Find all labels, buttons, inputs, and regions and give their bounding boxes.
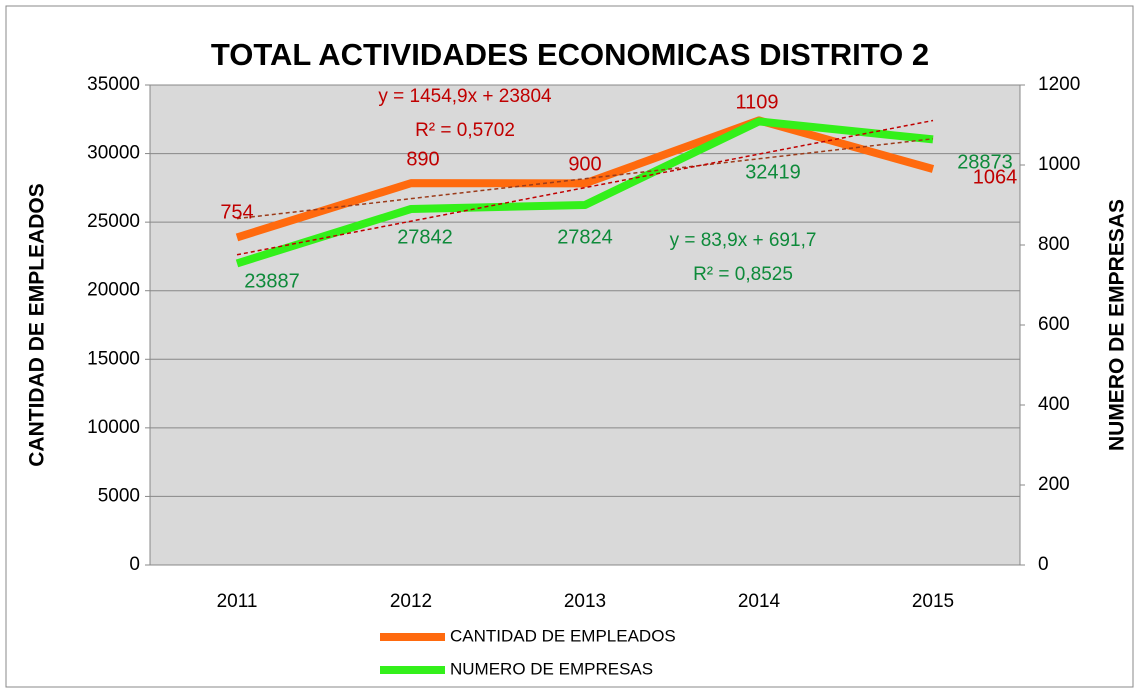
trendline-equation: y = 1454,9x + 23804 bbox=[378, 86, 552, 107]
y-axis-label: CANTIDAD DE EMPLEADOS bbox=[26, 183, 49, 467]
x-tick-label: 2013 bbox=[564, 591, 606, 612]
x-tick-label: 2014 bbox=[738, 591, 781, 612]
data-label: 32419 bbox=[745, 162, 801, 184]
trendline bbox=[236, 119, 934, 256]
x-tick-label: 2011 bbox=[217, 591, 258, 612]
y-tick-label: 25000 bbox=[87, 211, 140, 232]
y2-tick-label: 1000 bbox=[1038, 154, 1080, 175]
data-label: 27842 bbox=[397, 226, 453, 248]
series-line bbox=[235, 116, 935, 242]
trendline-r2: R² = 0,5702 bbox=[415, 120, 515, 141]
data-label: 1109 bbox=[735, 92, 778, 114]
data-label: 754 bbox=[220, 202, 253, 224]
y2-axis-label: NUMERO DE EMPRESAS bbox=[1106, 199, 1129, 451]
chart-title: TOTAL ACTIVIDADES ECONOMICAS DISTRITO 2 bbox=[211, 37, 929, 72]
trendline bbox=[236, 138, 934, 220]
y-tick-label: 5000 bbox=[98, 485, 140, 506]
legend-label: CANTIDAD DE EMPLEADOS bbox=[450, 626, 676, 645]
y2-tick-label: 1200 bbox=[1038, 74, 1080, 95]
data-label: 28873 bbox=[957, 151, 1013, 173]
x-tick-label: 2012 bbox=[390, 591, 432, 612]
y2-tick-label: 0 bbox=[1038, 554, 1049, 575]
trendline-r2: R² = 0,8525 bbox=[693, 264, 793, 285]
y-tick-label: 35000 bbox=[87, 74, 140, 95]
data-label: 27824 bbox=[557, 227, 613, 249]
y-tick-label: 30000 bbox=[87, 143, 140, 164]
y2-tick-label: 400 bbox=[1038, 394, 1070, 415]
x-tick-label: 2015 bbox=[912, 591, 954, 612]
y-tick-label: 20000 bbox=[87, 280, 140, 301]
y-tick-label: 0 bbox=[129, 554, 140, 575]
legend-label: NUMERO DE EMPRESAS bbox=[450, 659, 653, 678]
y2-tick-label: 800 bbox=[1038, 234, 1070, 255]
trendline-equation: y = 83,9x + 691,7 bbox=[670, 230, 817, 251]
y-tick-label: 10000 bbox=[87, 417, 140, 438]
series-line bbox=[235, 117, 934, 268]
data-label: 900 bbox=[568, 153, 601, 175]
y2-tick-label: 600 bbox=[1038, 314, 1070, 335]
y-tick-label: 15000 bbox=[87, 348, 140, 369]
data-label: 23887 bbox=[244, 271, 300, 293]
plot-area bbox=[149, 84, 1021, 566]
y2-tick-label: 200 bbox=[1038, 474, 1070, 495]
data-label: 1064 bbox=[973, 167, 1018, 189]
data-label: 890 bbox=[406, 148, 439, 170]
